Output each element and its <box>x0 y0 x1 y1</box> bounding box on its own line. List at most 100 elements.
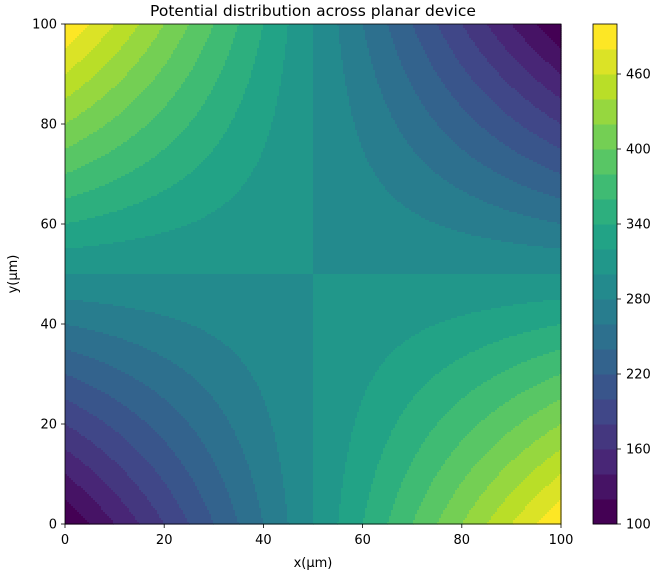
contour-band-cell <box>177 364 246 367</box>
contour-band-cell <box>347 92 382 95</box>
contour-band-cell <box>65 520 88 523</box>
contour-band-cell <box>65 88 80 91</box>
contour-band-cell <box>223 134 270 137</box>
contour-band-cell <box>313 490 342 493</box>
contour-band-cell <box>471 78 504 81</box>
contour-band-cell <box>341 494 370 497</box>
contour-band-cell <box>287 30 314 33</box>
contour-band-cell <box>467 32 494 35</box>
contour-band-cell <box>413 458 448 461</box>
contour-band-cell <box>105 34 132 37</box>
contour-band-cell <box>111 488 140 491</box>
contour-band-cell <box>219 140 268 143</box>
contour-band-cell <box>313 470 346 473</box>
contour-band-cell <box>275 110 314 113</box>
contour-band-cell <box>555 94 562 97</box>
contour-band-cell <box>559 96 562 99</box>
contour-band-cell <box>99 70 130 73</box>
contour-band-cell <box>313 50 342 53</box>
contour-band-cell <box>387 24 414 27</box>
contour-band-cell <box>381 364 450 367</box>
contour-band-cell <box>201 384 258 387</box>
contour-band-cell <box>65 370 122 373</box>
contour-band-cell <box>341 502 368 505</box>
contour-band-cell <box>313 130 358 133</box>
contour-band-cell <box>175 138 222 141</box>
contour-band-cell <box>547 34 562 37</box>
contour-band-cell <box>425 218 540 221</box>
contour-band-cell <box>191 426 232 429</box>
contour-band-cell <box>313 260 562 263</box>
contour-band-cell <box>487 60 518 63</box>
contour-band-cell <box>419 332 524 335</box>
contour-band-cell <box>503 110 542 113</box>
colorbar-band <box>593 449 617 475</box>
contour-band-cell <box>389 518 416 521</box>
contour-band-cell <box>167 146 216 149</box>
contour-band-cell <box>229 422 272 425</box>
contour-band-cell <box>249 370 314 373</box>
contour-band-cell <box>83 462 118 465</box>
contour-band-cell <box>65 100 98 103</box>
contour-band-cell <box>271 126 314 129</box>
contour-band-cell <box>65 250 314 253</box>
contour-band-cell <box>239 24 264 27</box>
contour-band-cell <box>271 424 314 427</box>
contour-band-cell <box>223 410 268 413</box>
contour-band-cell <box>471 390 526 393</box>
contour-band-cell <box>313 462 346 465</box>
contour-band-cell <box>261 156 314 159</box>
contour-band-cell <box>103 420 146 423</box>
contour-band-cell <box>271 418 314 421</box>
contour-band-cell <box>527 302 562 305</box>
contour-band-cell <box>287 520 314 523</box>
contour-band-cell <box>527 128 562 131</box>
contour-band-cell <box>313 522 338 525</box>
contour-band-cell <box>99 418 142 421</box>
contour-band-cell <box>385 358 460 361</box>
contour-band-cell <box>285 496 314 499</box>
contour-band-cell <box>453 406 500 409</box>
contour-band-cell <box>221 340 314 343</box>
contour-band-cell <box>261 152 314 155</box>
contour-band-cell <box>251 472 282 475</box>
contour-band-cell <box>65 414 94 417</box>
contour-band-cell <box>375 74 408 77</box>
contour-band-cell <box>81 32 108 35</box>
contour-band-cell <box>125 438 164 441</box>
contour-band-cell <box>377 78 410 81</box>
contour-band-cell <box>201 496 230 499</box>
contour-band-cell <box>447 40 474 43</box>
contour-band-cell <box>231 498 258 501</box>
contour-band-cell <box>383 452 418 455</box>
contour-band-cell <box>313 460 348 463</box>
contour-band-cell <box>367 160 424 163</box>
contour-band-cell <box>313 160 368 163</box>
contour-band-cell <box>167 188 242 191</box>
contour-band-cell <box>433 68 466 71</box>
contour-band-cell <box>277 450 314 453</box>
contour-band-cell <box>313 448 350 451</box>
contour-band-cell <box>183 178 248 181</box>
contour-band-cell <box>255 484 284 487</box>
contour-band-cell <box>483 90 518 93</box>
contour-band-cell <box>465 70 498 73</box>
contour-band-cell <box>241 444 278 447</box>
contour-band-cell <box>65 468 92 471</box>
contour-band-cell <box>467 434 506 437</box>
contour-band-cell <box>221 72 252 75</box>
contour-band-cell <box>281 468 314 471</box>
contour-band-cell <box>65 434 82 437</box>
contour-band-cell <box>441 418 486 421</box>
contour-band-cell <box>261 512 288 515</box>
contour-band-cell <box>73 480 104 483</box>
contour-band-cell <box>515 58 544 61</box>
contour-band-cell <box>65 244 100 247</box>
contour-band-cell <box>449 182 518 185</box>
contour-band-cell <box>429 326 548 329</box>
contour-band-cell <box>371 56 400 59</box>
contour-band-cell <box>221 408 268 411</box>
contour-band-cell <box>447 134 492 137</box>
contour-band-cell <box>349 448 384 451</box>
contour-band-cell <box>81 434 122 437</box>
